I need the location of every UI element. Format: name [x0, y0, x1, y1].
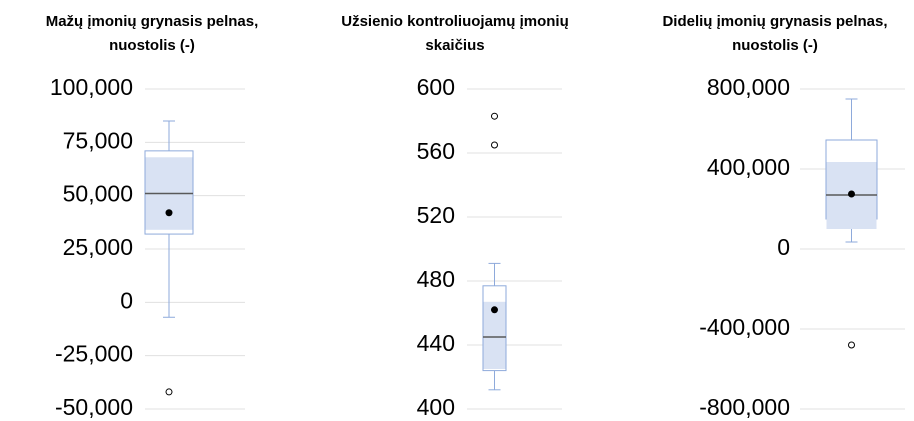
- chart-title: skaičius: [425, 37, 484, 54]
- chart-title: nuostolis (-): [732, 37, 818, 54]
- mean: [165, 209, 173, 217]
- mean: [848, 190, 855, 198]
- outlier: [165, 388, 173, 396]
- chart-title: Mažų įmonių grynasis pelnas,: [46, 13, 259, 30]
- y-tick-label: 25,000: [63, 234, 133, 260]
- outlier: [491, 141, 498, 149]
- y-tick-label: 400,000: [707, 154, 790, 180]
- y-tick-label: 480: [417, 266, 455, 292]
- y-tick-label: 600: [417, 74, 455, 100]
- y-tick-label: 520: [417, 202, 455, 228]
- chart-title: nuostolis (-): [109, 37, 195, 54]
- y-tick-label: 0: [120, 287, 133, 313]
- y-tick-label: -25,000: [55, 341, 133, 367]
- y-tick-label: 400: [417, 394, 455, 420]
- y-tick-label: 0: [777, 234, 790, 260]
- y-tick-label: 100,000: [50, 74, 133, 100]
- y-tick-label: 50,000: [63, 181, 133, 207]
- y-tick-label: -50,000: [55, 394, 133, 420]
- y-tick-label: -400,000: [699, 314, 790, 340]
- outlier: [491, 112, 498, 120]
- y-tick-label: 440: [417, 330, 455, 356]
- outlier: [848, 341, 855, 349]
- chart-title: Didelių įmonių grynasis pelnas,: [662, 13, 887, 30]
- chart-title: Užsienio kontroliuojamų įmonių: [341, 13, 569, 30]
- y-tick-label: 75,000: [63, 127, 133, 153]
- y-tick-label: -800,000: [699, 394, 790, 420]
- shade: [483, 301, 506, 369]
- mean: [491, 306, 498, 314]
- y-tick-label: 800,000: [707, 74, 790, 100]
- y-tick-label: 560: [417, 138, 455, 164]
